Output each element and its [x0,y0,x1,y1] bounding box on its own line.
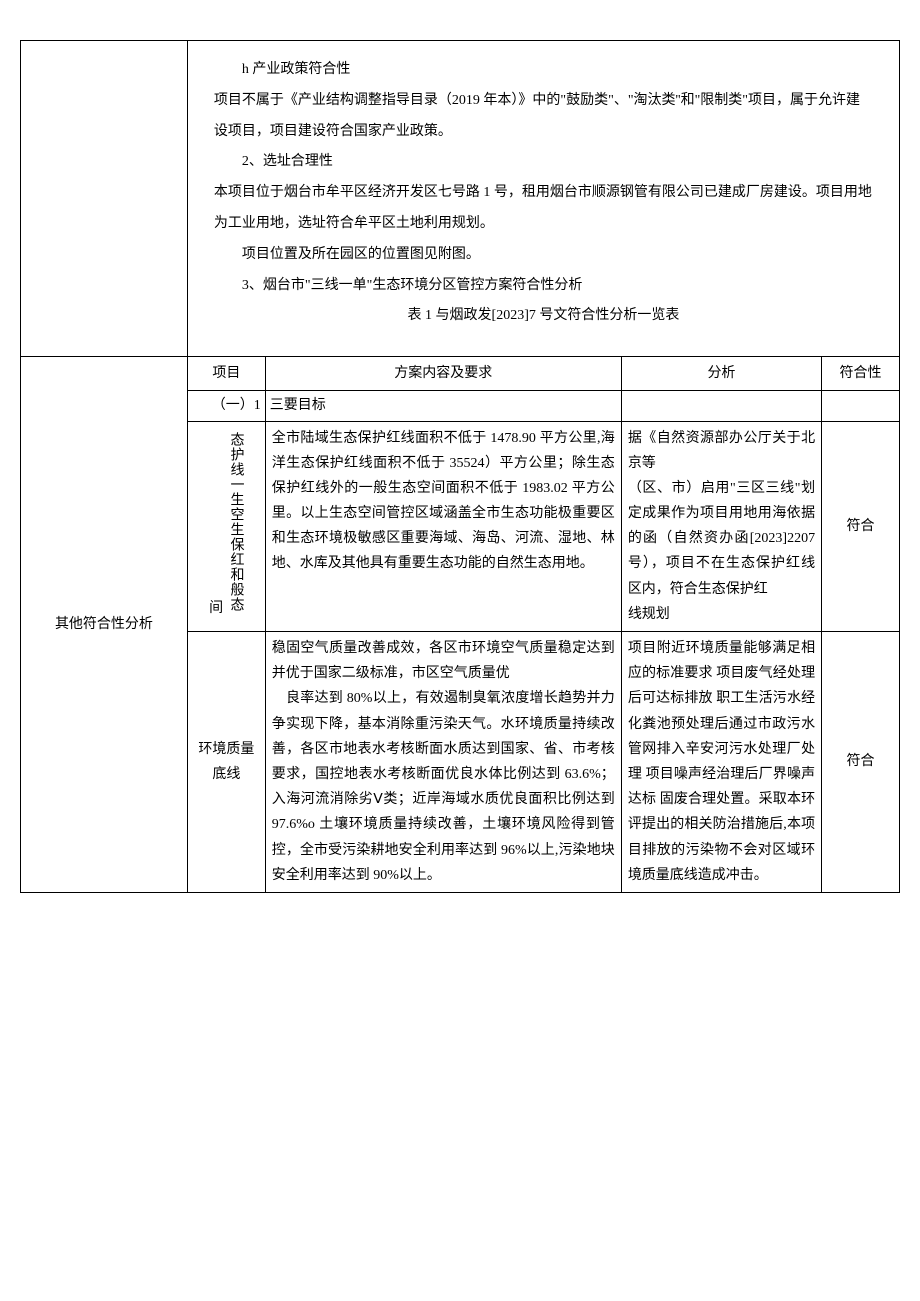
narrative-cell: h 产业政策符合性 项目不属于《产业结构调整指导目录（2019 年本）》中的"鼓… [187,41,899,357]
header-req: 方案内容及要求 [265,357,621,391]
header-ana: 分析 [621,357,821,391]
row2-ana: 项目附近环境质量能够满足相应的标准要求 项目废气经处理后可达标排放 职工生活污水… [621,632,821,893]
row1-fit: 符合 [822,421,900,632]
narrative-left-empty [21,41,188,357]
section-label: （一）1 [187,391,265,421]
row1-req: 全市陆域生态保护红线面积不低于 1478.90 平方公里,海洋生态保护红线面积不… [265,421,621,632]
para-policy-h: h 产业政策符合性 [214,55,873,86]
para-site-h: 2、选址合理性 [214,147,873,178]
table-caption: 表 1 与烟政发[2023]7 号文符合性分析一览表 [214,301,873,332]
para-site-body: 本项目位于烟台市牟平区经济开发区七号路 1 号，租用烟台市顺源钢管有限公司已建成… [214,178,873,240]
para-policy-body: 项目不属于《产业结构调整指导目录（2019 年本）》中的"鼓励类"、"淘汰类''… [214,86,873,148]
row2-req: 稳固空气质量改善成效，各区市环境空气质量稳定达到并优于国家二级标准，市区空气质量… [265,632,621,893]
row1-item: 间 态护线一生空生保红和般态 [187,421,265,632]
section-empty-1 [621,391,821,421]
para-threeline-h: 3、烟台市"三线一单"生态环境分区管控方案符合性分析 [214,271,873,302]
row1-ana: 据《自然资源部办公厅关于北京等 （区、市）启用"三区三线"划定成果作为项目用地用… [621,421,821,632]
header-row: 其他符合性分析 项目 方案内容及要求 分析 符合性 [21,357,900,391]
narrative-row: h 产业政策符合性 项目不属于《产业结构调整指导目录（2019 年本）》中的"鼓… [21,41,900,357]
compliance-table: h 产业政策符合性 项目不属于《产业结构调整指导目录（2019 年本）》中的"鼓… [20,40,900,893]
header-fit: 符合性 [822,357,900,391]
row1-item-prefix: 间 [209,601,223,616]
para-site-fig: 项目位置及所在园区的位置图见附图。 [214,240,873,271]
row2-item: 环境质量底线 [187,632,265,893]
left-label-cell: 其他符合性分析 [21,357,188,893]
header-item: 项目 [187,357,265,391]
section-empty-2 [822,391,900,421]
section-title: 三要目标 [265,391,621,421]
row2-fit: 符合 [822,632,900,893]
row1-item-vertical: 态护线一生空生保红和般态 [227,432,244,612]
